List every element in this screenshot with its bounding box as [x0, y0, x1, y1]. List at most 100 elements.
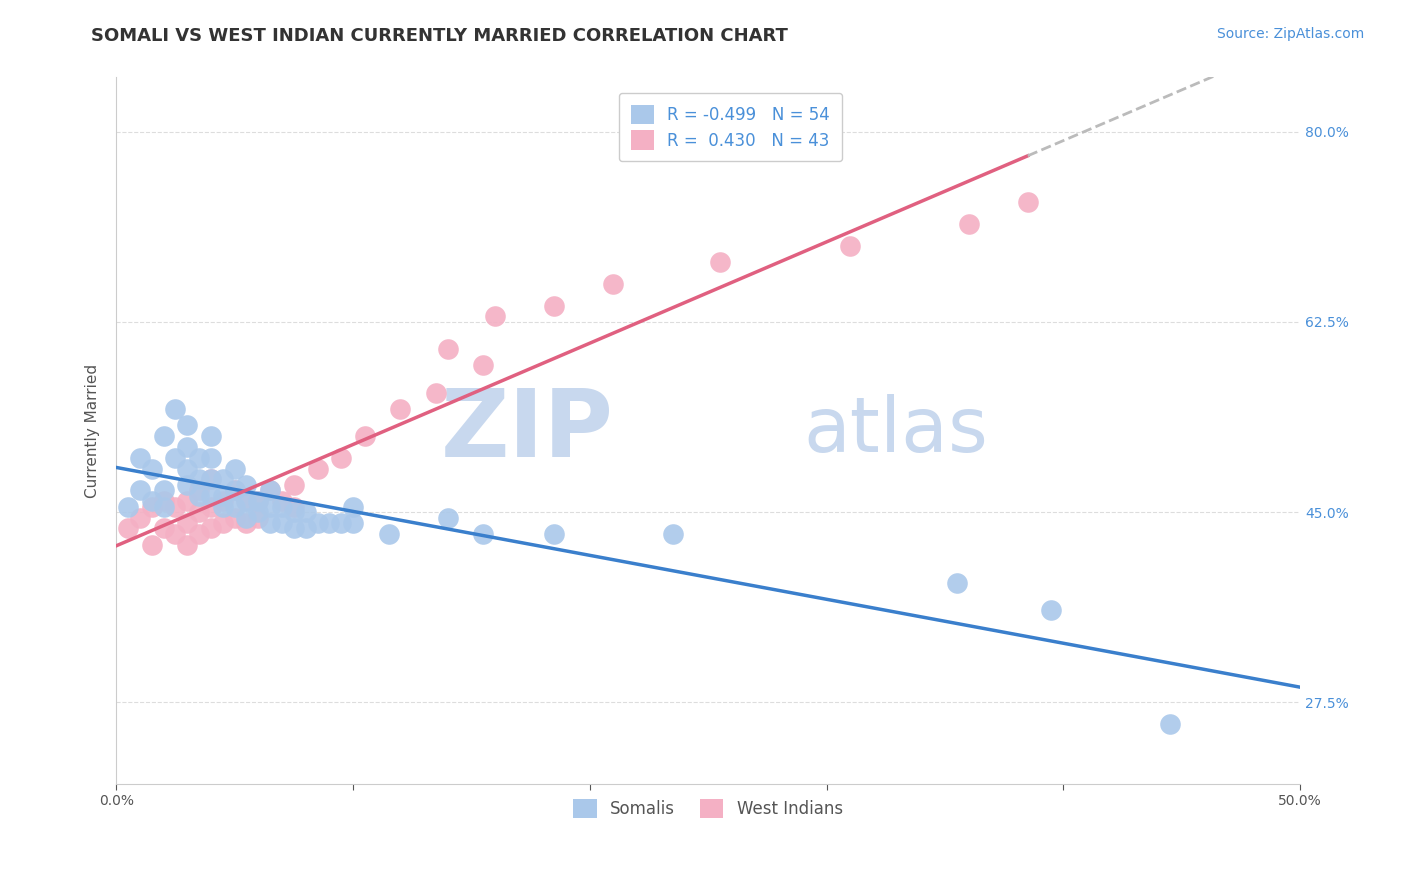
Point [259, 483, 281, 498]
Point [839, 239, 862, 253]
Point [211, 494, 233, 508]
Point [436, 510, 458, 524]
Point [283, 478, 305, 492]
Point [484, 310, 506, 324]
Point [283, 500, 305, 514]
Point [436, 342, 458, 356]
Point [129, 450, 152, 465]
Point [389, 401, 412, 416]
Point [141, 500, 163, 514]
Point [200, 500, 222, 514]
Point [165, 401, 187, 416]
Point [425, 385, 447, 400]
Point [152, 483, 174, 498]
Point [188, 526, 211, 541]
Point [176, 478, 198, 492]
Point [224, 483, 246, 498]
Point [271, 494, 294, 508]
Point [247, 494, 270, 508]
Point [211, 516, 233, 530]
Point [307, 516, 329, 530]
Point [141, 494, 163, 508]
Point [259, 500, 281, 514]
Point [224, 461, 246, 475]
Point [152, 494, 174, 508]
Point [235, 494, 257, 508]
Point [188, 473, 211, 487]
Point [188, 505, 211, 519]
Point [283, 521, 305, 535]
Point [330, 450, 353, 465]
Point [176, 538, 198, 552]
Point [152, 429, 174, 443]
Point [188, 483, 211, 498]
Point [176, 461, 198, 475]
Point [472, 359, 495, 373]
Text: SOMALI VS WEST INDIAN CURRENTLY MARRIED CORRELATION CHART: SOMALI VS WEST INDIAN CURRENTLY MARRIED … [91, 27, 789, 45]
Point [200, 521, 222, 535]
Point [709, 255, 731, 269]
Point [117, 500, 139, 514]
Point [543, 526, 565, 541]
Point [247, 510, 270, 524]
Point [152, 521, 174, 535]
Point [1040, 603, 1063, 617]
Point [235, 510, 257, 524]
Y-axis label: Currently Married: Currently Married [86, 364, 100, 498]
Point [200, 473, 222, 487]
Point [224, 510, 246, 524]
Point [200, 489, 222, 503]
Point [259, 483, 281, 498]
Point [235, 516, 257, 530]
Point [330, 516, 353, 530]
Point [211, 473, 233, 487]
Point [165, 450, 187, 465]
Point [235, 478, 257, 492]
Text: atlas: atlas [803, 393, 988, 467]
Point [200, 450, 222, 465]
Point [307, 461, 329, 475]
Point [200, 429, 222, 443]
Text: ZIP: ZIP [440, 384, 613, 476]
Point [945, 575, 967, 590]
Point [176, 418, 198, 433]
Point [129, 483, 152, 498]
Point [1017, 195, 1039, 210]
Point [211, 489, 233, 503]
Point [342, 516, 364, 530]
Point [318, 516, 340, 530]
Point [141, 538, 163, 552]
Point [377, 526, 399, 541]
Point [247, 505, 270, 519]
Point [283, 505, 305, 519]
Point [141, 461, 163, 475]
Point [117, 521, 139, 535]
Point [188, 489, 211, 503]
Point [1159, 717, 1181, 731]
Point [176, 494, 198, 508]
Point [211, 500, 233, 514]
Point [271, 516, 294, 530]
Point [472, 526, 495, 541]
Point [224, 500, 246, 514]
Point [957, 217, 980, 231]
Point [129, 510, 152, 524]
Point [543, 299, 565, 313]
Point [342, 500, 364, 514]
Point [354, 429, 377, 443]
Text: Source: ZipAtlas.com: Source: ZipAtlas.com [1216, 27, 1364, 41]
Point [271, 500, 294, 514]
Point [247, 494, 270, 508]
Point [152, 500, 174, 514]
Point [235, 494, 257, 508]
Legend: Somalis, West Indians: Somalis, West Indians [567, 792, 849, 825]
Point [176, 440, 198, 454]
Point [294, 521, 316, 535]
Point [176, 516, 198, 530]
Point [661, 526, 683, 541]
Point [224, 483, 246, 498]
Point [200, 473, 222, 487]
Point [602, 277, 624, 291]
Point [188, 450, 211, 465]
Point [294, 505, 316, 519]
